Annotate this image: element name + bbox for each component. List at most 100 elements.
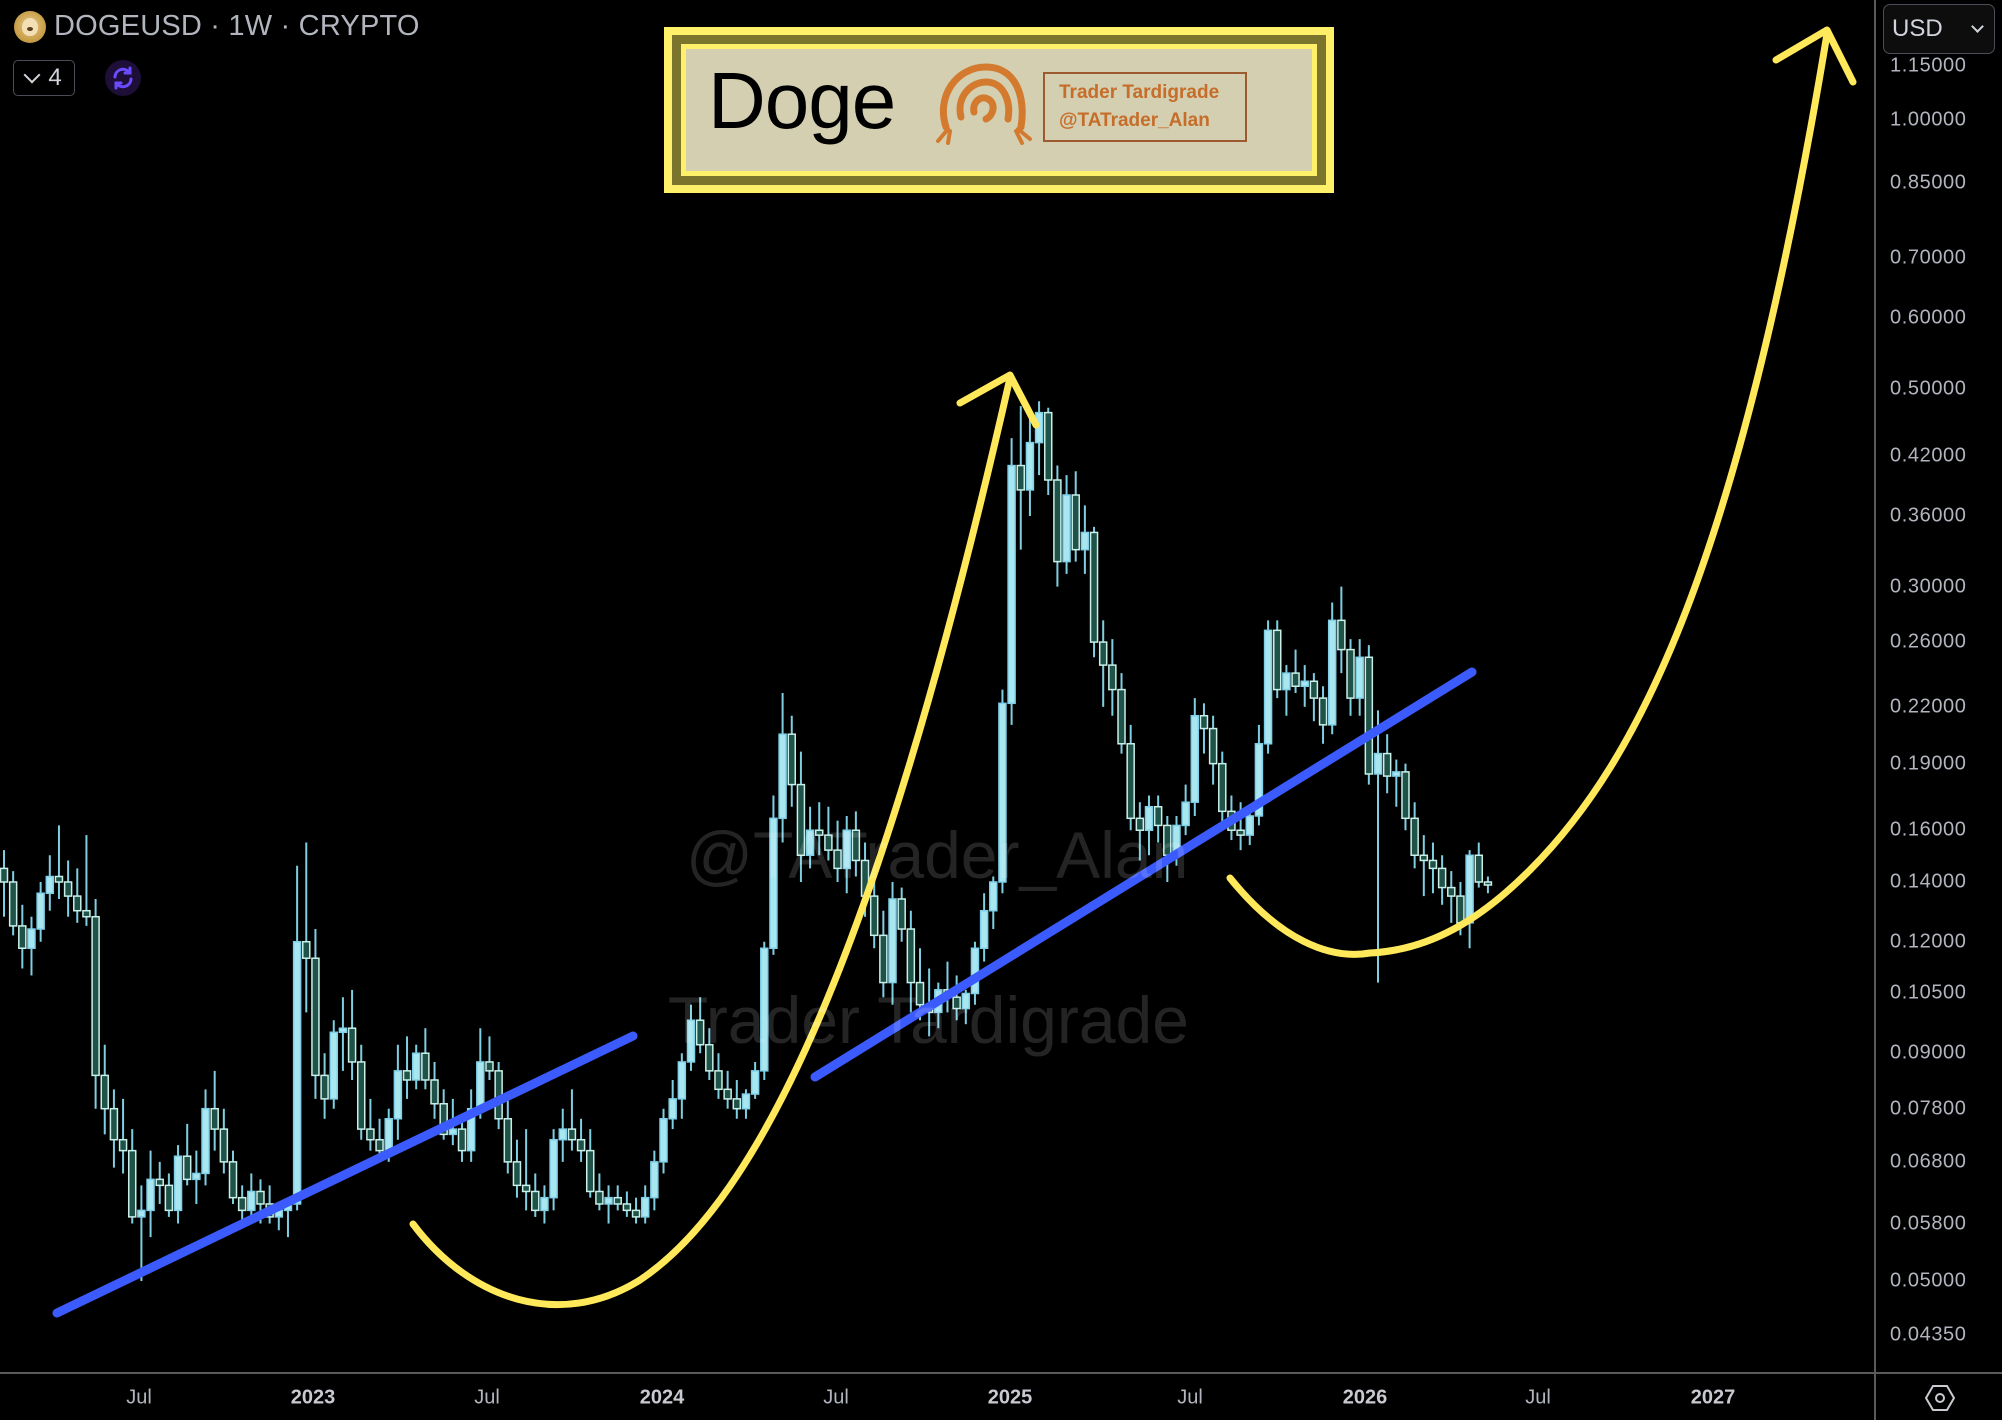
candle — [1392, 771, 1401, 777]
candle — [640, 1196, 650, 1218]
price-tick-label: 0.16000 — [1890, 818, 1967, 841]
candle — [1309, 680, 1319, 699]
candle — [54, 875, 64, 883]
candle — [1135, 817, 1145, 831]
candle — [1190, 714, 1200, 803]
candle — [998, 702, 1007, 883]
credit-handle: @TATrader_Alan — [1059, 110, 1210, 131]
settings-hex-icon — [1924, 1385, 1956, 1411]
price-tick-label: 0.22000 — [1890, 695, 1967, 718]
price-tick-label: 0.50000 — [1890, 377, 1967, 400]
candle — [521, 1184, 531, 1193]
indicator-count: 4 — [48, 64, 62, 91]
candle — [952, 996, 961, 1010]
candle — [384, 1118, 393, 1152]
candle — [1236, 829, 1245, 836]
candle — [595, 1190, 604, 1205]
candle — [778, 733, 787, 820]
candle — [1025, 441, 1035, 491]
candle — [970, 947, 980, 995]
candle — [329, 1031, 339, 1100]
candle — [750, 1070, 760, 1095]
candle — [219, 1128, 229, 1163]
credit-box: Trader Tardigrade @TATrader_Alan — [1043, 72, 1247, 142]
candle — [686, 1019, 696, 1063]
price-tick-label: 0.26000 — [1890, 630, 1967, 653]
candle — [1108, 664, 1117, 691]
candle — [1282, 672, 1291, 691]
candle — [356, 1061, 366, 1130]
candle — [1126, 743, 1135, 820]
support-trendline-2 — [810, 667, 1477, 1082]
candle — [723, 1088, 732, 1100]
candle — [805, 829, 815, 857]
candle — [1465, 854, 1474, 924]
candle — [915, 981, 925, 1006]
candle — [91, 915, 100, 1077]
candle — [979, 909, 989, 950]
candle — [118, 1138, 128, 1152]
candle — [714, 1070, 723, 1091]
candle — [127, 1149, 137, 1218]
candle — [448, 1128, 458, 1136]
title-banner: Doge Trader Tardigrade @TATrader_Alan — [664, 27, 1334, 193]
indicators-collapse-button[interactable]: 4 — [13, 60, 75, 96]
candle — [45, 875, 55, 894]
candle — [292, 940, 302, 1205]
candlestick-series — [0, 401, 1493, 1282]
price-tick-label: 0.14000 — [1890, 870, 1967, 893]
price-tick-label: 0.19000 — [1890, 752, 1967, 775]
price-tick-label: 0.30000 — [1890, 575, 1967, 598]
candle — [100, 1074, 110, 1110]
symbol-title[interactable]: DOGEUSD · 1W · CRYPTO — [54, 10, 420, 42]
candle — [402, 1070, 412, 1081]
candle — [824, 834, 833, 851]
candle — [466, 1107, 476, 1152]
candle — [888, 898, 897, 984]
chart-settings-button[interactable] — [1924, 1383, 1956, 1413]
price-tick-label: 0.06800 — [1890, 1150, 1967, 1173]
candle — [1401, 771, 1410, 820]
candle — [1346, 648, 1355, 699]
candle — [375, 1138, 384, 1152]
candle — [27, 928, 36, 950]
candle — [18, 925, 27, 950]
time-tick-label: 2025 — [987, 1386, 1033, 1409]
time-tick-label: 2026 — [1342, 1386, 1388, 1409]
candle — [320, 1074, 329, 1100]
candle — [8, 881, 18, 927]
candle — [311, 957, 320, 1077]
curved-arrow-1 — [409, 374, 1014, 1309]
arrow-head-2-icon — [1772, 26, 1857, 86]
candle — [1245, 815, 1255, 836]
candle — [1263, 629, 1273, 745]
candle — [1163, 824, 1172, 857]
candle — [961, 992, 971, 1010]
price-tick-label: 0.70000 — [1890, 246, 1967, 269]
candle — [906, 928, 916, 984]
symbol-header: DOGEUSD · 1W · CRYPTO — [14, 10, 420, 43]
candle — [869, 895, 879, 937]
tardigrade-logo-icon — [936, 63, 1032, 145]
candle — [760, 947, 769, 1072]
price-tick-label: 0.10500 — [1890, 981, 1967, 1004]
candle — [989, 881, 998, 912]
sync-button[interactable] — [105, 60, 141, 96]
candle — [576, 1138, 586, 1152]
candle — [82, 909, 91, 918]
candle — [631, 1209, 641, 1218]
candle — [1062, 494, 1071, 563]
candle — [659, 1118, 668, 1163]
candle — [146, 1178, 155, 1212]
price-tick-label: 0.60000 — [1890, 306, 1967, 329]
candle — [1071, 494, 1080, 551]
price-tick-label: 1.00000 — [1890, 108, 1967, 131]
candle — [503, 1118, 513, 1163]
candle — [1419, 854, 1429, 862]
candle — [1410, 817, 1419, 857]
candle — [741, 1093, 751, 1110]
currency-dropdown[interactable]: USD — [1883, 4, 1995, 54]
doge-coin-icon — [14, 10, 46, 43]
candle — [1373, 752, 1383, 775]
